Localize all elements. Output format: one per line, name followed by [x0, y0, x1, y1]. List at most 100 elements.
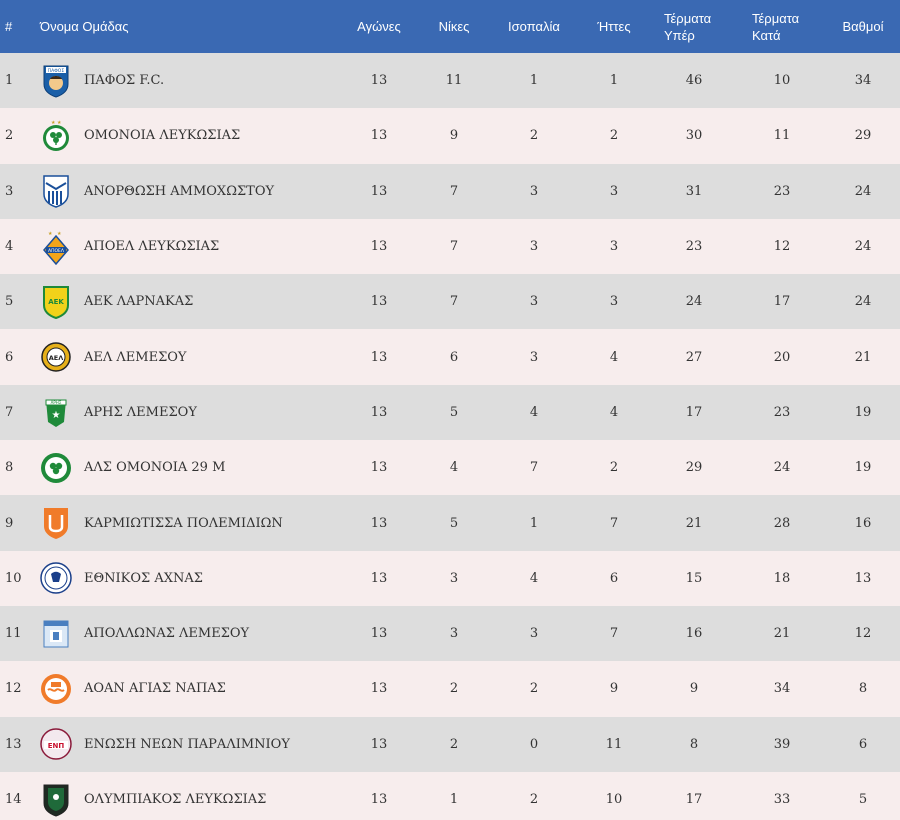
draws-cell: 7 [529, 460, 539, 476]
draws-cell: 2 [529, 128, 539, 144]
team-name[interactable]: ΕΘΝΙΚΟΣ ΑΧΝΑΣ [84, 570, 203, 586]
wins-cell: 11 [445, 73, 463, 89]
position-cell: 4 [5, 239, 14, 255]
goals-for-cell: 29 [685, 460, 703, 476]
header-played[interactable]: Αγώνες [357, 19, 401, 34]
played-cell: 13 [370, 626, 388, 642]
anorthosis-crest-icon [40, 173, 72, 209]
team-cell[interactable]: ★ ★ ΑΠΟΕΛ ΑΠΟΕΛ ΛΕΥΚΩΣΙΑΣ [40, 229, 340, 265]
header-points[interactable]: Βαθμοί [842, 19, 884, 34]
table-header: # Όνομα Ομάδας Αγώνες Νίκες Ισοπαλία Ήττ… [0, 0, 900, 53]
played-cell: 13 [370, 515, 388, 531]
played-cell: 13 [370, 681, 388, 697]
position-cell: 12 [5, 681, 22, 697]
goals-against-cell: 23 [773, 404, 791, 420]
goals-against-cell: 34 [773, 681, 791, 697]
team-cell[interactable]: ΕΘΝΙΚΟΣ ΑΧΝΑΣ [40, 560, 340, 596]
played-cell: 13 [370, 736, 388, 752]
goals-for-cell: 9 [689, 681, 699, 697]
goals-against-cell: 12 [773, 239, 791, 255]
wins-cell: 9 [449, 128, 459, 144]
omonoia29-crest-icon [40, 450, 72, 486]
wins-cell: 6 [449, 349, 459, 365]
goals-for-cell: 16 [685, 626, 703, 642]
team-cell[interactable]: ΑΕΛ ΑΕΛ ΛΕΜΕΣΟΥ [40, 339, 340, 375]
table-row[interactable]: 10 ΕΘΝΙΚΟΣ ΑΧΝΑΣ 13 3 4 6 15 18 13 [0, 550, 900, 606]
team-name[interactable]: ΟΛΥΜΠΙΑΚΟΣ ΛΕΥΚΩΣΙΑΣ [84, 792, 267, 807]
header-goals-against[interactable]: Τέρματα Κατά [738, 10, 826, 44]
points-cell: 21 [854, 349, 872, 365]
team-name[interactable]: ΑΕΛ ΛΕΜΕΣΟΥ [84, 349, 187, 365]
table-row[interactable]: 8 ΑΛΣ ΟΜΟΝΟΙΑ 29 Μ 13 4 7 2 29 24 19 [0, 440, 900, 496]
team-cell[interactable]: ΑΝΟΡΘΩΣΗ ΑΜΜΟΧΩΣΤΟΥ [40, 173, 340, 209]
played-cell: 13 [370, 349, 388, 365]
header-wins[interactable]: Νίκες [438, 19, 470, 34]
team-name[interactable]: ΑΕΚ ΛΑΡΝΑΚΑΣ [84, 294, 194, 310]
position-cell: 11 [5, 626, 22, 642]
header-team-name[interactable]: Όνομα Ομάδας [40, 19, 129, 34]
aris-crest-icon: ΑΡΗΣ ★ [40, 394, 72, 430]
team-cell[interactable]: ★ ★ ΟΜΟΝΟΙΑ ΛΕΥΚΩΣΙΑΣ [40, 118, 340, 154]
header-draws[interactable]: Ισοπαλία [508, 19, 560, 34]
table-row[interactable]: 7 ΑΡΗΣ ★ ΑΡΗΣ ΛΕΜΕΣΟΥ 13 5 4 4 17 23 19 [0, 384, 900, 441]
table-row[interactable]: 11 ΑΠΟΛΛΩΝΑΣ ΛΕΜΕΣΟΥ 13 3 3 7 16 21 12 [0, 605, 900, 662]
played-cell: 13 [370, 128, 388, 144]
table-row[interactable]: 4 ★ ★ ΑΠΟΕΛ ΑΠΟΕΛ ΛΕΥΚΩΣΙΑΣ 13 7 3 3 23 12 24 [0, 218, 900, 275]
team-name[interactable]: ΑΛΣ ΟΜΟΝΟΙΑ 29 Μ [84, 460, 226, 476]
table-row[interactable]: 14 ΟΛΥΜΠΙΑΚΟΣ ΛΕΥΚΩΣΙΑΣ 13 1 2 10 17 33 5 [0, 771, 900, 820]
team-cell[interactable]: ΟΛΥΜΠΙΑΚΟΣ ΛΕΥΚΩΣΙΑΣ [40, 782, 340, 818]
team-name[interactable]: ΕΝΩΣΗ ΝΕΩΝ ΠΑΡΑΛΙΜΝΙΟΥ [84, 736, 290, 752]
header-goals-for[interactable]: Τέρματα Υπέρ [650, 10, 738, 44]
losses-cell: 9 [609, 681, 619, 697]
table-row[interactable]: 12 ΑΟΑΝ ΑΓΙΑΣ ΝΑΠΑΣ 13 2 2 9 9 34 8 [0, 661, 900, 717]
goals-for-cell: 23 [685, 239, 703, 255]
team-cell[interactable]: ΑΕΚ ΑΕΚ ΛΑΡΝΑΚΑΣ [40, 284, 340, 320]
points-cell: 19 [854, 460, 872, 476]
team-name[interactable]: ΟΜΟΝΟΙΑ ΛΕΥΚΩΣΙΑΣ [84, 128, 241, 144]
losses-cell: 6 [609, 570, 619, 586]
draws-cell: 3 [529, 626, 539, 642]
ethnikos-crest-icon [40, 560, 72, 596]
wins-cell: 2 [449, 736, 459, 752]
crest-text: ΠΑΦΟΣ [48, 68, 65, 74]
draws-cell: 4 [529, 404, 539, 420]
team-name[interactable]: ΑΠΟΕΛ ΛΕΥΚΩΣΙΑΣ [84, 239, 220, 255]
team-name[interactable]: ΑΟΑΝ ΑΓΙΑΣ ΝΑΠΑΣ [84, 681, 226, 697]
team-cell[interactable]: ΑΛΣ ΟΜΟΝΟΙΑ 29 Μ [40, 450, 340, 486]
table-row[interactable]: 3 ΑΝΟΡΘΩΣΗ ΑΜΜΟΧΩΣΤΟΥ 13 7 3 3 31 23 24 [0, 163, 900, 219]
position-cell: 14 [5, 792, 22, 807]
table-row[interactable]: 6 ΑΕΛ ΑΕΛ ΛΕΜΕΣΟΥ 13 6 3 4 27 20 21 [0, 329, 900, 385]
team-name[interactable]: ΑΠΟΛΛΩΝΑΣ ΛΕΜΕΣΟΥ [84, 626, 250, 642]
team-cell[interactable]: ΚΑΡΜΙΩΤΙΣΣΑ ΠΟΛΕΜΙΔΙΩΝ [40, 505, 340, 541]
team-name[interactable]: ΚΑΡΜΙΩΤΙΣΣΑ ΠΟΛΕΜΙΔΙΩΝ [84, 515, 283, 531]
table-row[interactable]: 1 ΠΑΦΟΣ ΠΑΦΟΣ F.C. 13 11 1 1 46 10 34 [0, 53, 900, 109]
position-cell: 1 [5, 73, 14, 89]
table-row[interactable]: 13 ΕΝΠ ΕΝΩΣΗ ΝΕΩΝ ΠΑΡΑΛΙΜΝΙΟΥ 13 2 0 11 8 39 6 [0, 716, 900, 772]
position-cell: 13 [5, 736, 22, 752]
team-cell[interactable]: ΕΝΠ ΕΝΩΣΗ ΝΕΩΝ ΠΑΡΑΛΙΜΝΙΟΥ [40, 726, 340, 762]
losses-cell: 10 [605, 792, 623, 807]
table-row[interactable]: 9 ΚΑΡΜΙΩΤΙΣΣΑ ΠΟΛΕΜΙΔΙΩΝ 13 5 1 7 21 28 16 [0, 495, 900, 551]
team-name[interactable]: ΑΝΟΡΘΩΣΗ ΑΜΜΟΧΩΣΤΟΥ [84, 183, 275, 199]
team-cell[interactable]: ΑΠΟΛΛΩΝΑΣ ΛΕΜΕΣΟΥ [40, 616, 340, 652]
apollon-crest-icon [40, 616, 72, 652]
team-cell[interactable]: ΑΟΑΝ ΑΓΙΑΣ ΝΑΠΑΣ [40, 671, 340, 707]
table-row[interactable]: 5 ΑΕΚ ΑΕΚ ΛΑΡΝΑΚΑΣ 13 7 3 3 24 17 24 [0, 274, 900, 330]
position-cell: 10 [5, 570, 22, 586]
table-row[interactable]: 2 ★ ★ ΟΜΟΝΟΙΑ ΛΕΥΚΩΣΙΑΣ 13 9 2 2 30 11 29 [0, 108, 900, 164]
wins-cell: 7 [449, 294, 459, 310]
header-position[interactable]: # [5, 19, 13, 34]
position-cell: 8 [5, 460, 14, 476]
losses-cell: 4 [609, 404, 619, 420]
points-cell: 34 [854, 73, 872, 89]
team-cell[interactable]: ΑΡΗΣ ★ ΑΡΗΣ ΛΕΜΕΣΟΥ [40, 394, 340, 430]
team-name[interactable]: ΑΡΗΣ ΛΕΜΕΣΟΥ [84, 404, 197, 420]
position-cell: 2 [5, 128, 14, 144]
losses-cell: 2 [609, 460, 619, 476]
team-cell[interactable]: ΠΑΦΟΣ ΠΑΦΟΣ F.C. [40, 63, 340, 99]
draws-cell: 2 [529, 681, 539, 697]
team-name[interactable]: ΠΑΦΟΣ F.C. [84, 73, 165, 89]
header-losses[interactable]: Ήττες [597, 19, 631, 34]
wins-cell: 2 [449, 681, 459, 697]
